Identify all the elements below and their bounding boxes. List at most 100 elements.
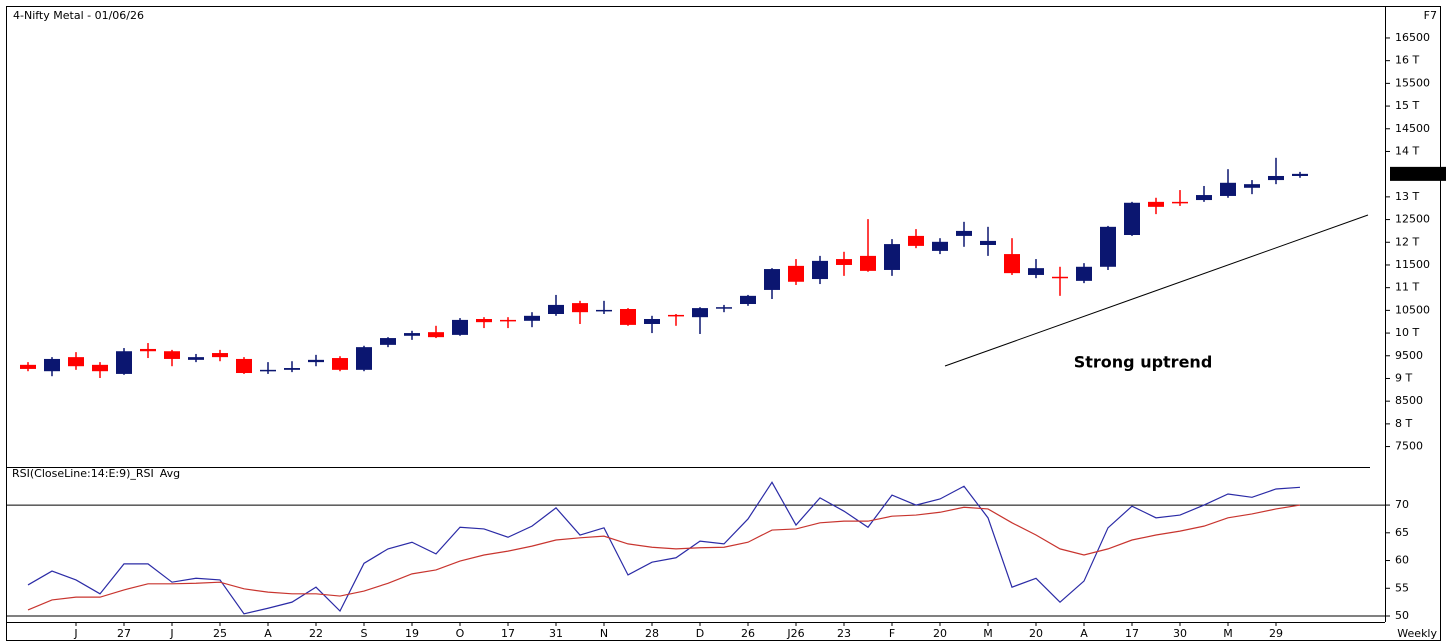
candle-body xyxy=(1028,268,1044,275)
y-tick-label: 16 T xyxy=(1395,54,1419,67)
x-tick-label: J xyxy=(169,627,173,640)
x-tick-label: 31 xyxy=(549,627,563,640)
candle-body xyxy=(476,318,492,323)
x-tick-label: A xyxy=(264,627,272,640)
candle-body xyxy=(188,357,204,360)
x-tick-label: D xyxy=(696,627,704,640)
y-tick-label: 15500 xyxy=(1395,76,1430,89)
y-tick-label: 11 T xyxy=(1395,281,1419,294)
candle-body xyxy=(1148,201,1164,207)
candle-body xyxy=(380,338,396,345)
x-tick-label: 17 xyxy=(1125,627,1139,640)
x-axis-label: Weekly xyxy=(1397,627,1437,640)
last-price-label: 13506.5 xyxy=(1393,167,1439,180)
candle-body xyxy=(524,315,540,321)
x-tick-label: 27 xyxy=(117,627,131,640)
candle-body xyxy=(548,304,564,314)
y-tick-label: 65 xyxy=(1395,526,1409,539)
y-tick-label: 9500 xyxy=(1395,349,1423,362)
candle-body xyxy=(140,348,156,352)
candle-body xyxy=(1196,195,1212,201)
y-tick-label: 60 xyxy=(1395,554,1409,567)
candle-body xyxy=(956,230,972,236)
candle-body xyxy=(836,259,852,265)
y-tick-label: 50 xyxy=(1395,609,1409,622)
candle-body xyxy=(1220,182,1236,196)
annotation: Strong uptrend xyxy=(1074,353,1213,372)
candle-body xyxy=(764,269,780,290)
x-tick-label: J26 xyxy=(786,627,804,640)
candle-body xyxy=(20,364,36,369)
candle-body xyxy=(308,359,324,363)
candle-body xyxy=(884,244,900,270)
x-tick-label: 20 xyxy=(1029,627,1043,640)
candle-body xyxy=(356,347,372,370)
candle-body xyxy=(1244,184,1260,188)
candle-body xyxy=(740,295,756,305)
candle-body xyxy=(860,255,876,271)
candle-body xyxy=(644,318,660,324)
candle-body xyxy=(404,333,420,336)
candle-body xyxy=(908,235,924,246)
x-tick-label: O xyxy=(456,627,465,640)
candle-body xyxy=(44,358,60,372)
x-tick-label: F xyxy=(889,627,895,640)
candle-body xyxy=(1076,266,1092,281)
y-tick-label: 70 xyxy=(1395,498,1409,511)
candle-body xyxy=(1100,226,1116,267)
candle-body xyxy=(1124,202,1140,236)
y-tick-label: 10500 xyxy=(1395,303,1430,316)
candle-body xyxy=(500,319,516,322)
legend-entry: RSI(CloseLine:14:E:9)_RSI xyxy=(12,467,154,480)
x-tick-label: 30 xyxy=(1173,627,1187,640)
candle-body xyxy=(1052,276,1068,279)
candle-body xyxy=(428,332,444,338)
candle-body xyxy=(92,364,108,372)
candle-body xyxy=(260,369,276,372)
y-tick-label: 12500 xyxy=(1395,213,1430,226)
x-tick-label: M xyxy=(983,627,993,640)
y-tick-label: 7500 xyxy=(1395,440,1423,453)
x-tick-label: 29 xyxy=(1269,627,1283,640)
candle-body xyxy=(668,314,684,317)
candle-body xyxy=(980,240,996,245)
candle-body xyxy=(716,307,732,309)
y-tick-label: 8 T xyxy=(1395,417,1412,430)
x-tick-label: 22 xyxy=(309,627,323,640)
x-tick-label: A xyxy=(1080,627,1088,640)
y-tick-label: 14 T xyxy=(1395,144,1419,157)
candle-body xyxy=(212,353,228,358)
chart-title: 4-Nifty Metal - 01/06/26 xyxy=(13,9,144,22)
y-tick-label: 12 T xyxy=(1395,235,1419,248)
candle-body xyxy=(452,319,468,335)
y-tick-label: 10 T xyxy=(1395,326,1419,339)
trendline xyxy=(944,214,1369,367)
x-tick-label: M xyxy=(1223,627,1233,640)
candle-body xyxy=(572,303,588,313)
line-series xyxy=(27,504,1301,611)
candle-body xyxy=(1268,175,1284,181)
x-tick-label: 26 xyxy=(741,627,755,640)
x-tick-label: S xyxy=(361,627,368,640)
x-tick-label: 25 xyxy=(213,627,227,640)
corner-label: F7 xyxy=(1424,9,1437,22)
y-tick-label: 11500 xyxy=(1395,258,1430,271)
y-tick-label: 9 T xyxy=(1395,371,1412,384)
x-tick-label: N xyxy=(600,627,608,640)
legend-entry: Avg xyxy=(160,467,180,480)
x-tick-label: 23 xyxy=(837,627,851,640)
y-tick-label: 15 T xyxy=(1395,99,1419,112)
candle-body xyxy=(692,308,708,318)
candle-body xyxy=(68,357,84,367)
y-tick-label: 13 T xyxy=(1395,190,1419,203)
y-tick-label: 55 xyxy=(1395,581,1409,594)
x-tick-label: 17 xyxy=(501,627,515,640)
candle-body xyxy=(1172,201,1188,204)
candle-body xyxy=(596,309,612,312)
candle-body xyxy=(284,368,300,370)
candle-body xyxy=(932,241,948,251)
candle-body xyxy=(164,351,180,359)
line-series xyxy=(27,481,1301,615)
last-price-box xyxy=(1390,166,1446,181)
